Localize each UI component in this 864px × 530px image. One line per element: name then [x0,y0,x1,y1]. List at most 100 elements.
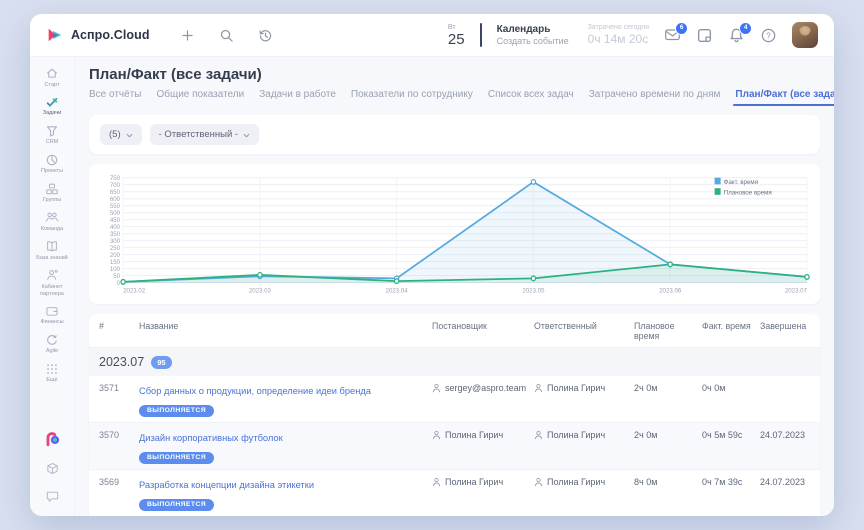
table-row[interactable]: 3571 Сбор данных о продукции, определение… [89,376,820,422]
knowledge-icon [45,239,59,253]
task-responsible-label: Полина Гирич [547,477,606,487]
svg-text:2023.02: 2023.02 [123,287,146,294]
tab-all-tasks-list[interactable]: Список всех задач [487,89,574,100]
page-title: План/Факт (все задачи) [89,66,262,83]
tasks-table: # Название Постановщик Ответственный Планово… [89,314,820,516]
task-setter-label: Полина Гирич [445,430,504,440]
help-icon: ? [760,27,777,43]
responsible-filter[interactable]: - Ответственный - [149,124,260,145]
brand[interactable]: Аспро.Cloud [46,26,150,44]
task-link[interactable]: Дизайн корпоративных футболок [139,433,283,443]
team-icon [45,210,59,224]
time-spent-label: Затрачено сегодня [587,23,649,31]
sidebar-item-label: База знаний [36,254,68,261]
svg-text:0: 0 [117,280,121,287]
partner-icon [45,268,59,282]
svg-text:550: 550 [110,203,121,210]
svg-text:2023.04: 2023.04 [386,287,409,294]
sidebar-item-label: Ещё [46,377,58,384]
plus-icon[interactable] [180,28,195,43]
filter-label: - Ответственный - [158,129,239,140]
sidebar-item-start[interactable]: Старт [31,66,73,88]
sidebar-item-label: Старт [44,81,60,88]
agile-icon [45,333,59,347]
table-row[interactable]: 3569 Разработка концепции дизайна этикетк… [89,469,820,516]
sidebar-item-groups[interactable]: Группы [31,182,73,204]
tab-all-reports[interactable]: Все отчёты [89,89,142,100]
sidebar-item-more[interactable]: Ещё [31,362,73,384]
sidebar-item-knowledge[interactable]: База знаний [31,239,73,261]
task-link[interactable]: Сбор данных о продукции, определение иде… [139,386,371,396]
task-link[interactable]: Разработка концепции дизайна этикетки [139,480,315,490]
task-responsible-label: Полина Гирич [547,383,606,393]
table-group-row[interactable]: 2023.07 95 [89,348,820,376]
sidebar-item-finance[interactable]: Финансы [31,304,73,326]
calendar-widget[interactable]: Календарь Создать событие [497,24,569,47]
sidebar-item-team[interactable]: Команда [31,210,73,232]
actual-time: 0ч 5м 59с [702,430,743,440]
svg-text:200: 200 [110,252,121,259]
sidebar-item-projects[interactable]: Проекты [31,153,73,175]
task-setter-label: Полина Гирич [445,477,504,487]
person-icon [432,430,441,440]
sidebar: Старт Задачи CRM Проекты Группы Команда База з… [30,57,75,516]
status-badge: ВЫПОЛНЯЕТСЯ [139,451,215,464]
notifications-badge: 4 [739,22,752,35]
mail-badge: 6 [675,22,688,35]
column-header: Постановщик [432,321,487,331]
more-icon [45,362,59,376]
calendar-create-event[interactable]: Создать событие [496,35,569,46]
mail-button[interactable]: 6 [664,22,688,43]
groups-icon [45,182,59,196]
task-setter: Полина Гирич [432,428,534,440]
svg-text:2023.06: 2023.06 [659,287,682,294]
bell-icon [728,27,745,43]
notifications-button[interactable]: 4 [728,22,752,43]
projects-icon [45,153,59,167]
sidebar-item-label: Задачи [42,110,62,117]
count-filter[interactable]: (5) [100,124,142,145]
column-header: Название [139,321,179,331]
topbar: Аспро.Cloud Вт 25 Календарь Создать собы… [30,14,834,57]
topbar-right: Вт 25 Календарь Создать событие Затрачен… [448,22,818,48]
sidebar-item-label: CRM [45,139,59,146]
planned-time: 8ч 0м [634,477,658,487]
column-header: Факт. время [702,321,751,331]
table-row[interactable]: 3570 Дизайн корпоративных футболок ВЫПОЛНЯ… [89,422,820,469]
notes-button[interactable] [696,27,713,43]
tab-tasks-in-work[interactable]: Задачи в работе [259,89,336,100]
tab-time-by-days[interactable]: Затрачено времени по дням [588,89,721,100]
task-setter-label: sergey@aspro.team [445,383,527,393]
avatar[interactable] [792,22,818,48]
finance-icon [45,304,59,318]
sidebar-item-tasks[interactable]: Задачи [31,95,73,117]
sidebar-item-label: Agile [45,348,59,355]
date-widget[interactable]: Вт 25 [448,24,465,47]
search-icon[interactable] [219,28,234,43]
svg-text:100: 100 [110,266,121,273]
sidebar-item-crm[interactable]: CRM [31,124,73,146]
sidebar-item-agile[interactable]: Agile [31,333,73,355]
date-weekday: Вт [447,23,456,31]
tab-general[interactable]: Общие показатели [156,89,245,100]
svg-text:150: 150 [110,259,121,266]
svg-text:?: ? [766,31,771,40]
report-tabs: Все отчёты Общие показатели Задачи в работ… [89,89,834,106]
aspro-logo-icon[interactable] [44,431,61,448]
date-day: 25 [447,30,465,48]
task-name-cell: Сбор данных о продукции, определение иде… [139,381,432,417]
history-icon[interactable] [258,28,273,43]
planned-time: 2ч 0м [634,430,658,440]
tab-by-employee[interactable]: Показатели по сотруднику [350,89,473,100]
planned-time: 2ч 0м [634,383,658,393]
chat-icon[interactable] [45,489,60,504]
app-window: Аспро.Cloud Вт 25 Календарь Создать собы… [30,14,834,516]
svg-text:250: 250 [110,245,121,252]
svg-text:2023.03: 2023.03 [249,287,272,294]
sidebar-item-label: Группы [42,197,62,203]
sidebar-item-partner[interactable]: Кабинет партнера [31,268,73,297]
box-icon[interactable] [45,461,60,476]
task-responsible: Полина Гирич [534,428,634,440]
help-button[interactable]: ? [760,27,777,43]
tab-plan-fact-all[interactable]: План/Факт (все задачи) [733,89,834,106]
